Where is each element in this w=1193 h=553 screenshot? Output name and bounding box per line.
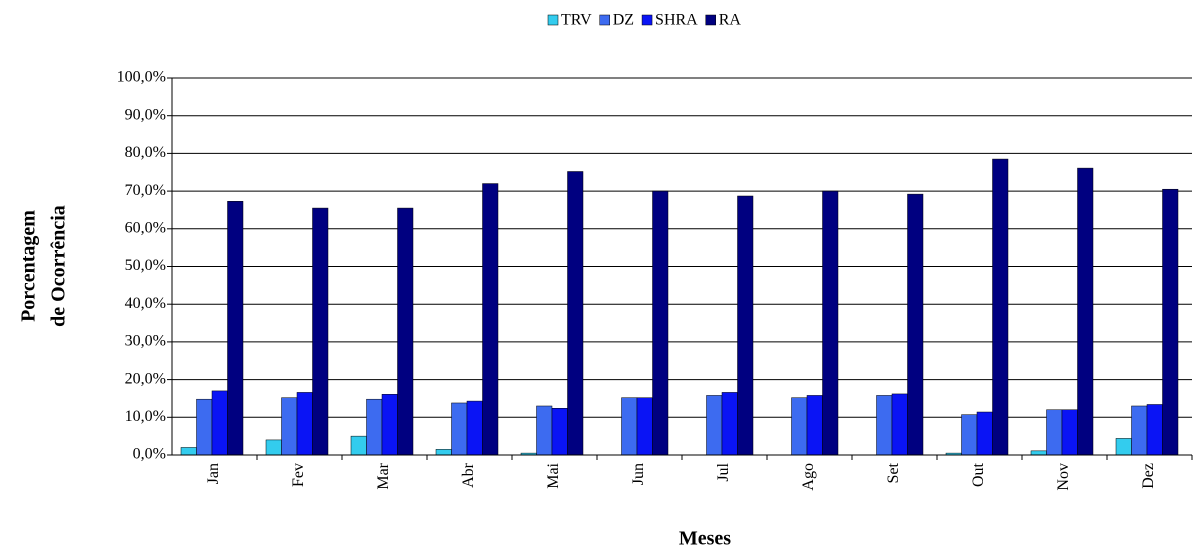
bar [227,201,244,456]
legend-swatch [599,14,610,26]
y-tick-label: 40,0% [125,295,166,312]
bar [196,398,213,456]
bar [482,183,499,456]
x-tick-label: Set [885,462,902,483]
y-tick-label: 70,0% [125,182,166,199]
bar [876,395,893,456]
bar [466,400,483,456]
bar [1146,404,1163,456]
bar [211,390,228,456]
y-tick-label: 10,0% [125,408,166,425]
bar [891,393,908,456]
bar [1046,409,1063,456]
legend-swatch [705,14,716,26]
bar [791,397,808,456]
bar [907,193,924,456]
bar [180,447,197,456]
bar [737,195,754,456]
bar [652,190,669,456]
bar [806,395,823,456]
legend-swatch [547,14,559,26]
bar [381,394,398,456]
y-tick-label: 30,0% [125,333,166,350]
bar [451,402,468,456]
bar [636,397,653,456]
bar [350,435,367,456]
bar [721,392,738,456]
bar [621,397,638,456]
y-tick-label: 80,0% [125,144,166,161]
bar [961,414,978,456]
x-tick-label: Out [970,462,987,487]
x-tick-label: Jun [630,463,647,485]
legend-label: RA [719,12,742,29]
bar [265,439,282,456]
legend-label: SHRA [655,12,698,29]
bar [822,190,839,456]
x-axis-title: Meses [679,528,731,550]
x-tick-label: Nov [1055,463,1072,491]
legend-swatch [641,14,653,26]
y-tick-label: 60,0% [125,219,166,236]
bar [397,207,414,456]
legend-label: TRV [561,12,592,29]
bar [976,411,993,456]
x-tick-label: Dez [1140,463,1157,489]
y-axis-title: Porcentagem [18,210,40,322]
bar [1162,188,1179,456]
bar [551,408,568,456]
x-tick-label: Jul [715,462,732,481]
bar [312,207,329,456]
legend-label: DZ [613,12,634,29]
bar [567,171,584,456]
y-tick-label: 90,0% [125,106,166,123]
bar [435,449,452,456]
x-tick-label: Mar [375,462,392,489]
bar [992,158,1009,456]
x-tick-label: Ago [800,463,817,491]
bar [281,397,298,456]
y-tick-label: 50,0% [125,257,166,274]
bar [1030,450,1047,456]
x-tick-label: Jan [205,463,222,484]
bar [1131,405,1148,456]
bar [296,392,313,456]
bar [366,398,383,456]
y-tick-label: 20,0% [125,370,166,387]
bar [1061,409,1078,456]
y-tick-label: 100,0% [117,69,166,86]
bar [1115,438,1132,456]
bar [536,405,553,456]
bar [1077,167,1094,456]
y-tick-label: 0,0% [133,446,166,463]
bar [706,395,723,456]
x-tick-label: Abr [460,462,477,488]
x-tick-label: Fev [290,463,307,487]
y-axis-title: de Ocorrência [48,205,70,327]
x-tick-label: Mai [545,462,562,488]
